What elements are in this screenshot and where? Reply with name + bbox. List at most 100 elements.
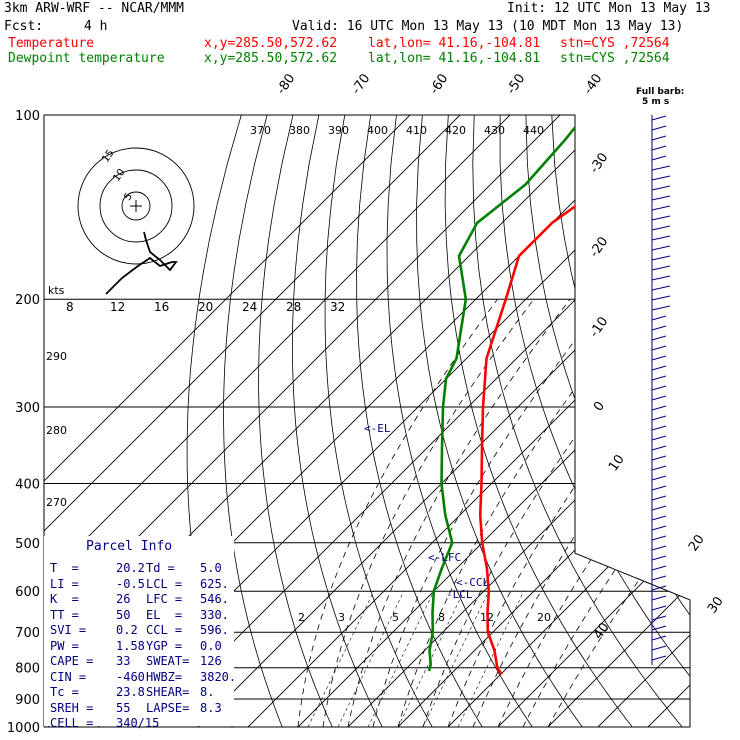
parcel-info-cell: K = — [50, 592, 79, 606]
pressure-tick-label: 700 — [15, 626, 40, 641]
pressure-tick-label: 100 — [15, 109, 40, 124]
parcel-info-cell: 55 — [116, 700, 131, 715]
mixing-ratio-line — [422, 591, 490, 727]
mixing-ratio-label: 8 — [438, 611, 445, 624]
parcel-info-cell: 50 — [116, 607, 131, 622]
dry-adiabat-line — [603, 115, 690, 727]
parcel-info-cell: SREH = — [50, 700, 94, 715]
wind-barb — [651, 275, 671, 281]
level-annotation: -LCL — [446, 588, 473, 601]
dry-adiabat-label: 290 — [46, 350, 67, 363]
wind-barb — [651, 215, 671, 221]
parcel-info-cell: HWBZ= — [146, 669, 183, 684]
isotherm-line — [247, 115, 690, 727]
parcel-info-cell: 126 — [200, 654, 222, 668]
wind-barb — [651, 195, 671, 201]
wind-barb — [651, 315, 667, 321]
hodograph-speed-label: 16 — [154, 300, 169, 314]
parcel-info-cell: CELL = — [50, 716, 94, 730]
moist-adiabat-line — [322, 298, 535, 727]
wind-barb — [651, 365, 667, 371]
moist-adiabat-line — [472, 298, 690, 727]
wind-barb — [651, 495, 667, 501]
pressure-tick-label: 1000 — [7, 721, 40, 736]
temperature-station: stn=CYS ,72564 — [560, 36, 670, 51]
dry-adiabat-line — [707, 115, 740, 727]
theta-label: 420 — [445, 124, 466, 137]
model-title: 3km ARW-WRF -- NCAR/MMM — [4, 1, 185, 16]
hodograph-unit: kts — [48, 284, 65, 297]
wind-barb — [651, 585, 667, 591]
wind-barb — [651, 225, 671, 231]
mixing-ratio-line — [457, 591, 525, 727]
wind-barb — [651, 485, 667, 491]
wind-barb — [651, 625, 667, 631]
wind-barb — [651, 385, 667, 391]
wind-barb — [651, 175, 671, 181]
isotherm-label: 10 — [606, 452, 628, 474]
isotherm-label: -80 — [274, 71, 298, 97]
theta-label: 370 — [250, 124, 271, 137]
parcel-info-cell: 8.3 — [200, 700, 222, 715]
isotherm-line — [197, 115, 690, 727]
theta-label: 440 — [523, 124, 544, 137]
valid-time: Valid: 16 UTC Mon 13 May 13 (10 MDT Mon … — [292, 19, 684, 34]
moist-adiabat-line — [347, 298, 571, 727]
mixing-ratio-label: 20 — [537, 611, 551, 624]
mixing-ratio-line — [397, 591, 465, 727]
pressure-tick-label: 400 — [15, 477, 40, 492]
moist-adiabat-line — [497, 298, 690, 727]
moist-adiabat-line — [447, 298, 690, 727]
dry-adiabat-line — [733, 115, 740, 727]
level-annotation: <-EL — [364, 422, 391, 435]
parcel-info-cell: PW = — [50, 638, 79, 653]
temperature-profile — [478, 115, 667, 676]
hodograph-trace — [105, 231, 178, 295]
hodograph-ring-label: 5 — [122, 191, 135, 203]
parcel-info-cell: 23.8 — [116, 685, 145, 699]
isotherm-label: 20 — [686, 532, 708, 554]
hodograph-speed-label: 12 — [110, 300, 125, 314]
hodograph-ring — [121, 191, 151, 221]
wind-barb — [651, 655, 667, 661]
wind-barb — [651, 595, 667, 601]
hodograph-speed-label: 20 — [198, 300, 213, 314]
isotherm-line — [44, 115, 511, 727]
moist-adiabat-line — [372, 298, 607, 727]
parcel-info-cell: 625. — [200, 576, 229, 591]
hodograph-speed-label: 32 — [330, 300, 345, 314]
mixing-ratio-label: 12 — [480, 611, 494, 624]
isotherm-label: -40 — [581, 71, 605, 97]
wind-barb — [651, 125, 667, 131]
wind-barb — [651, 205, 671, 211]
parcel-info-cell: CIN = — [50, 669, 87, 684]
pressure-tick-label: 200 — [15, 293, 40, 308]
isotherm-line — [44, 115, 411, 727]
mixing-ratio-lines — [307, 591, 525, 727]
dry-adiabat-line — [386, 115, 533, 727]
mixing-ratio-line — [337, 591, 405, 727]
isotherm-line — [44, 115, 461, 727]
hodograph-speed-label: 24 — [242, 300, 257, 314]
wind-barb — [651, 285, 671, 291]
wind-barb — [651, 255, 671, 261]
wind-barb — [651, 565, 667, 571]
wind-barb — [651, 395, 667, 401]
hodograph-ring-label: 15 — [100, 148, 116, 165]
isotherm-line — [297, 115, 690, 727]
forecast-hour: 4 h — [84, 19, 108, 34]
hodograph-ring-label: 10 — [111, 167, 127, 184]
wind-barb — [651, 185, 671, 191]
parcel-info-cell: Tc = — [50, 685, 79, 699]
parcel-info-cell: CCL = — [146, 623, 183, 637]
moist-adiabat-line — [397, 298, 643, 727]
theta-label: 410 — [406, 124, 427, 137]
dry-adiabat-line — [499, 115, 690, 727]
parcel-info-cell: -0.5 — [116, 576, 145, 591]
parcel-info-cell: SWEAT= — [146, 654, 190, 668]
theta-label: 430 — [484, 124, 505, 137]
dewpoint-latlon: lat,lon= 41.16,-104.81 — [368, 51, 541, 66]
dry-adiabat-line — [444, 115, 633, 727]
temperature-xy: x,y=285.50,572.62 — [204, 36, 338, 51]
